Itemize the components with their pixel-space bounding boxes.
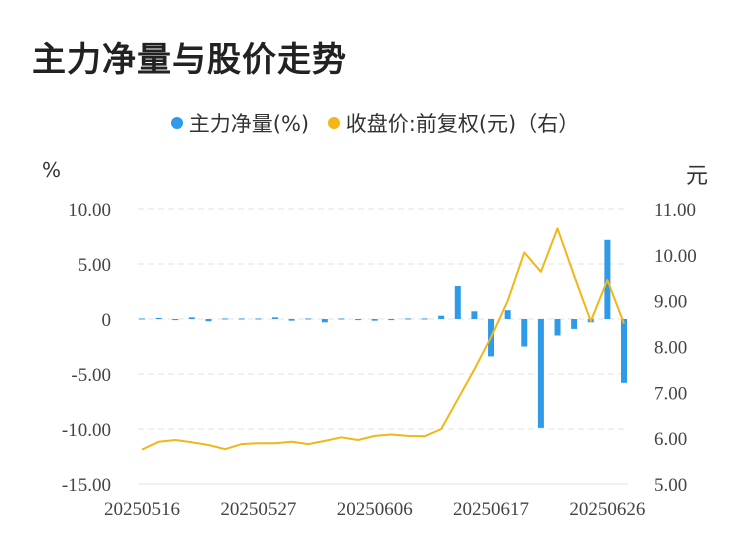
net-flow-bar: [238, 318, 245, 320]
net-flow-bar: [205, 319, 212, 322]
x-tick-label: 20250626: [569, 499, 645, 520]
x-tick-label: 20250527: [220, 499, 296, 520]
net-flow-bar: [271, 317, 278, 319]
net-flow-bar: [321, 319, 328, 323]
close-price-line: [141, 227, 625, 451]
net-flow-bar: [504, 310, 511, 319]
net-flow-bar: [621, 319, 627, 383]
legend-label-close-price: 收盘价:前复权(元)（右）: [345, 112, 580, 136]
net-flow-bar: [139, 318, 145, 320]
net-flow-bar: [554, 319, 561, 336]
net-flow-bar: [188, 317, 195, 319]
chart-title: 主力净量与股价走势: [32, 40, 347, 80]
net-flow-bar: [537, 319, 544, 428]
net-flow-bar: [155, 317, 162, 319]
right-tick-label: 11.00: [654, 200, 696, 221]
net-flow-bar: [355, 319, 362, 321]
left-tick-label: 0: [102, 310, 112, 331]
left-tick-label: -5.00: [71, 365, 111, 386]
right-tick-label: 7.00: [654, 383, 687, 404]
right-axis-unit: 元: [686, 164, 709, 189]
left-tick-label: -15.00: [62, 475, 111, 496]
legend: 主力净量(%) 收盘价:前复权(元)（右）: [0, 108, 750, 138]
x-tick-label: 20250606: [337, 499, 413, 520]
net-flow-bar: [471, 311, 478, 319]
net-flow-bar: [438, 315, 445, 319]
net-flow-bar: [288, 319, 295, 321]
right-tick-label: 9.00: [654, 292, 687, 313]
net-flow-bar: [371, 319, 378, 321]
legend-marker-net-flow: [170, 117, 183, 129]
right-tick-label: 5.00: [654, 475, 687, 496]
net-flow-bar: [305, 318, 312, 320]
left-tick-label: 10.00: [68, 200, 111, 221]
left-tick-label: 5.00: [78, 255, 111, 276]
net-flow-bar: [338, 318, 345, 320]
net-flow-bar: [454, 286, 461, 319]
legend-item-close-price[interactable]: 收盘价:前复权(元)（右）: [327, 108, 580, 138]
right-tick-label: 8.00: [654, 338, 687, 359]
net-flow-bar: [571, 319, 578, 329]
net-flow-bar: [172, 319, 179, 321]
net-flow-bar: [255, 318, 262, 320]
net-flow-bar: [404, 318, 411, 320]
net-flow-bar: [521, 319, 528, 347]
net-flow-bar: [388, 319, 395, 321]
x-tick-label: 20250516: [104, 499, 180, 520]
net-flow-bar: [421, 318, 428, 320]
net-flow-bar: [222, 318, 229, 320]
x-tick-label: 20250617: [453, 499, 529, 520]
legend-label-net-flow: 主力净量(%): [188, 112, 310, 136]
legend-item-net-flow[interactable]: 主力净量(%): [170, 108, 310, 138]
legend-marker-close-price: [327, 117, 340, 129]
left-tick-label: -10.00: [62, 420, 111, 441]
left-axis-unit: %: [42, 158, 62, 182]
right-tick-label: 10.00: [654, 246, 697, 267]
right-tick-label: 6.00: [654, 429, 687, 450]
